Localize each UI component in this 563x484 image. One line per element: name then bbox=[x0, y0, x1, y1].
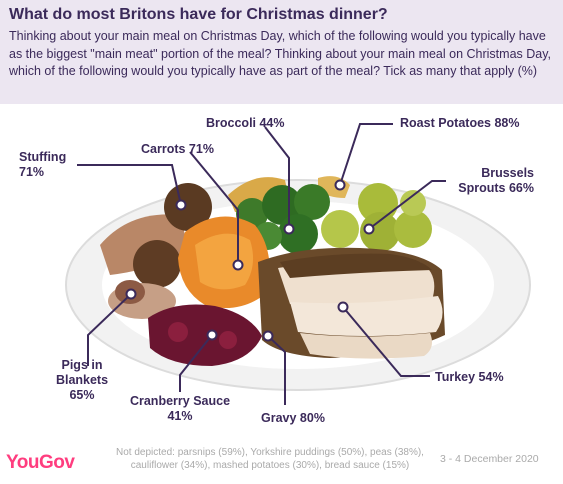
cranberry-blob bbox=[168, 322, 188, 342]
label-brussels: Brussels Sprouts 66% bbox=[434, 166, 534, 196]
marker-turkey bbox=[337, 301, 349, 313]
label-roast-potatoes: Roast Potatoes 88% bbox=[400, 116, 520, 130]
label-pigs: Pigs in Blankets 65% bbox=[42, 358, 122, 403]
broccoli-floret-4 bbox=[278, 214, 318, 254]
marker-stuffing bbox=[175, 199, 187, 211]
marker-roast-potatoes bbox=[334, 179, 346, 191]
leader-turkey bbox=[342, 306, 430, 377]
broccoli-floret-3 bbox=[294, 184, 330, 220]
label-stuffing-line2: 71% bbox=[19, 165, 45, 179]
marker-broccoli bbox=[283, 223, 295, 235]
leader-carrots bbox=[189, 151, 239, 265]
leader-roast-potatoes bbox=[339, 123, 393, 186]
stuffing-ball bbox=[164, 183, 212, 231]
carrot-mash-highlight bbox=[195, 233, 254, 290]
label-stuffing-line1: Stuffing bbox=[19, 150, 67, 164]
footnote: Not depicted: parsnips (59%), Yorkshire … bbox=[100, 446, 440, 472]
label-cranberry: Cranberry Sauce 41% bbox=[112, 394, 248, 424]
label-brussels-line1: Brussels bbox=[481, 166, 534, 180]
marker-pigs bbox=[125, 288, 137, 300]
fieldwork-date: 3 - 4 December 2020 bbox=[440, 453, 539, 465]
yougov-logo: YouGov bbox=[6, 452, 75, 473]
leader-cranberry bbox=[179, 334, 213, 392]
marker-cranberry bbox=[206, 329, 218, 341]
label-turkey: Turkey 54% bbox=[435, 370, 504, 384]
chart-title: What do most Britons have for Christmas … bbox=[9, 6, 388, 23]
label-stuffing: Stuffing 71% bbox=[19, 150, 66, 180]
gravy-top bbox=[280, 253, 432, 278]
plate-illustration bbox=[65, 123, 531, 405]
cranberry-sauce bbox=[148, 304, 262, 366]
footnote-line1: Not depicted: parsnips (59%), Yorkshire … bbox=[116, 447, 424, 458]
stuffing-ball-2 bbox=[133, 240, 181, 288]
header-band: What do most Britons have for Christmas … bbox=[0, 0, 563, 104]
marker-brussels bbox=[363, 223, 375, 235]
leader-brussels bbox=[368, 180, 446, 230]
label-carrots: Carrots 71% bbox=[141, 142, 214, 156]
label-pigs-line3: 65% bbox=[69, 388, 95, 402]
leader-broccoli bbox=[264, 126, 290, 229]
marker-gravy bbox=[262, 330, 274, 342]
turkey-slice-2 bbox=[290, 296, 443, 336]
sprout bbox=[358, 183, 398, 223]
label-cranberry-line1: Cranberry Sauce bbox=[129, 394, 231, 408]
leader-gravy bbox=[267, 335, 286, 405]
sprout-4 bbox=[394, 210, 432, 248]
cranberry-blob-2 bbox=[219, 331, 237, 349]
sprout-2 bbox=[321, 210, 359, 248]
leader-stuffing bbox=[77, 164, 182, 206]
sprout-5 bbox=[400, 190, 426, 216]
label-pigs-line2: Blankets bbox=[55, 373, 109, 387]
label-cranberry-line2: 41% bbox=[167, 409, 193, 423]
chart-subtitle: Thinking about your main meal on Christm… bbox=[9, 29, 552, 78]
label-pigs-line1: Pigs in bbox=[61, 358, 103, 372]
label-brussels-line2: Sprouts 66% bbox=[458, 181, 534, 195]
sprout-3 bbox=[360, 212, 400, 252]
footnote-line2: cauliflower (34%), mashed potatoes (30%)… bbox=[130, 460, 410, 471]
label-broccoli: Broccoli 44% bbox=[206, 116, 285, 130]
label-gravy: Gravy 80% bbox=[261, 411, 325, 425]
leader-pigs bbox=[87, 293, 132, 366]
marker-carrots bbox=[232, 259, 244, 271]
turkey-slice-3 bbox=[300, 333, 432, 359]
